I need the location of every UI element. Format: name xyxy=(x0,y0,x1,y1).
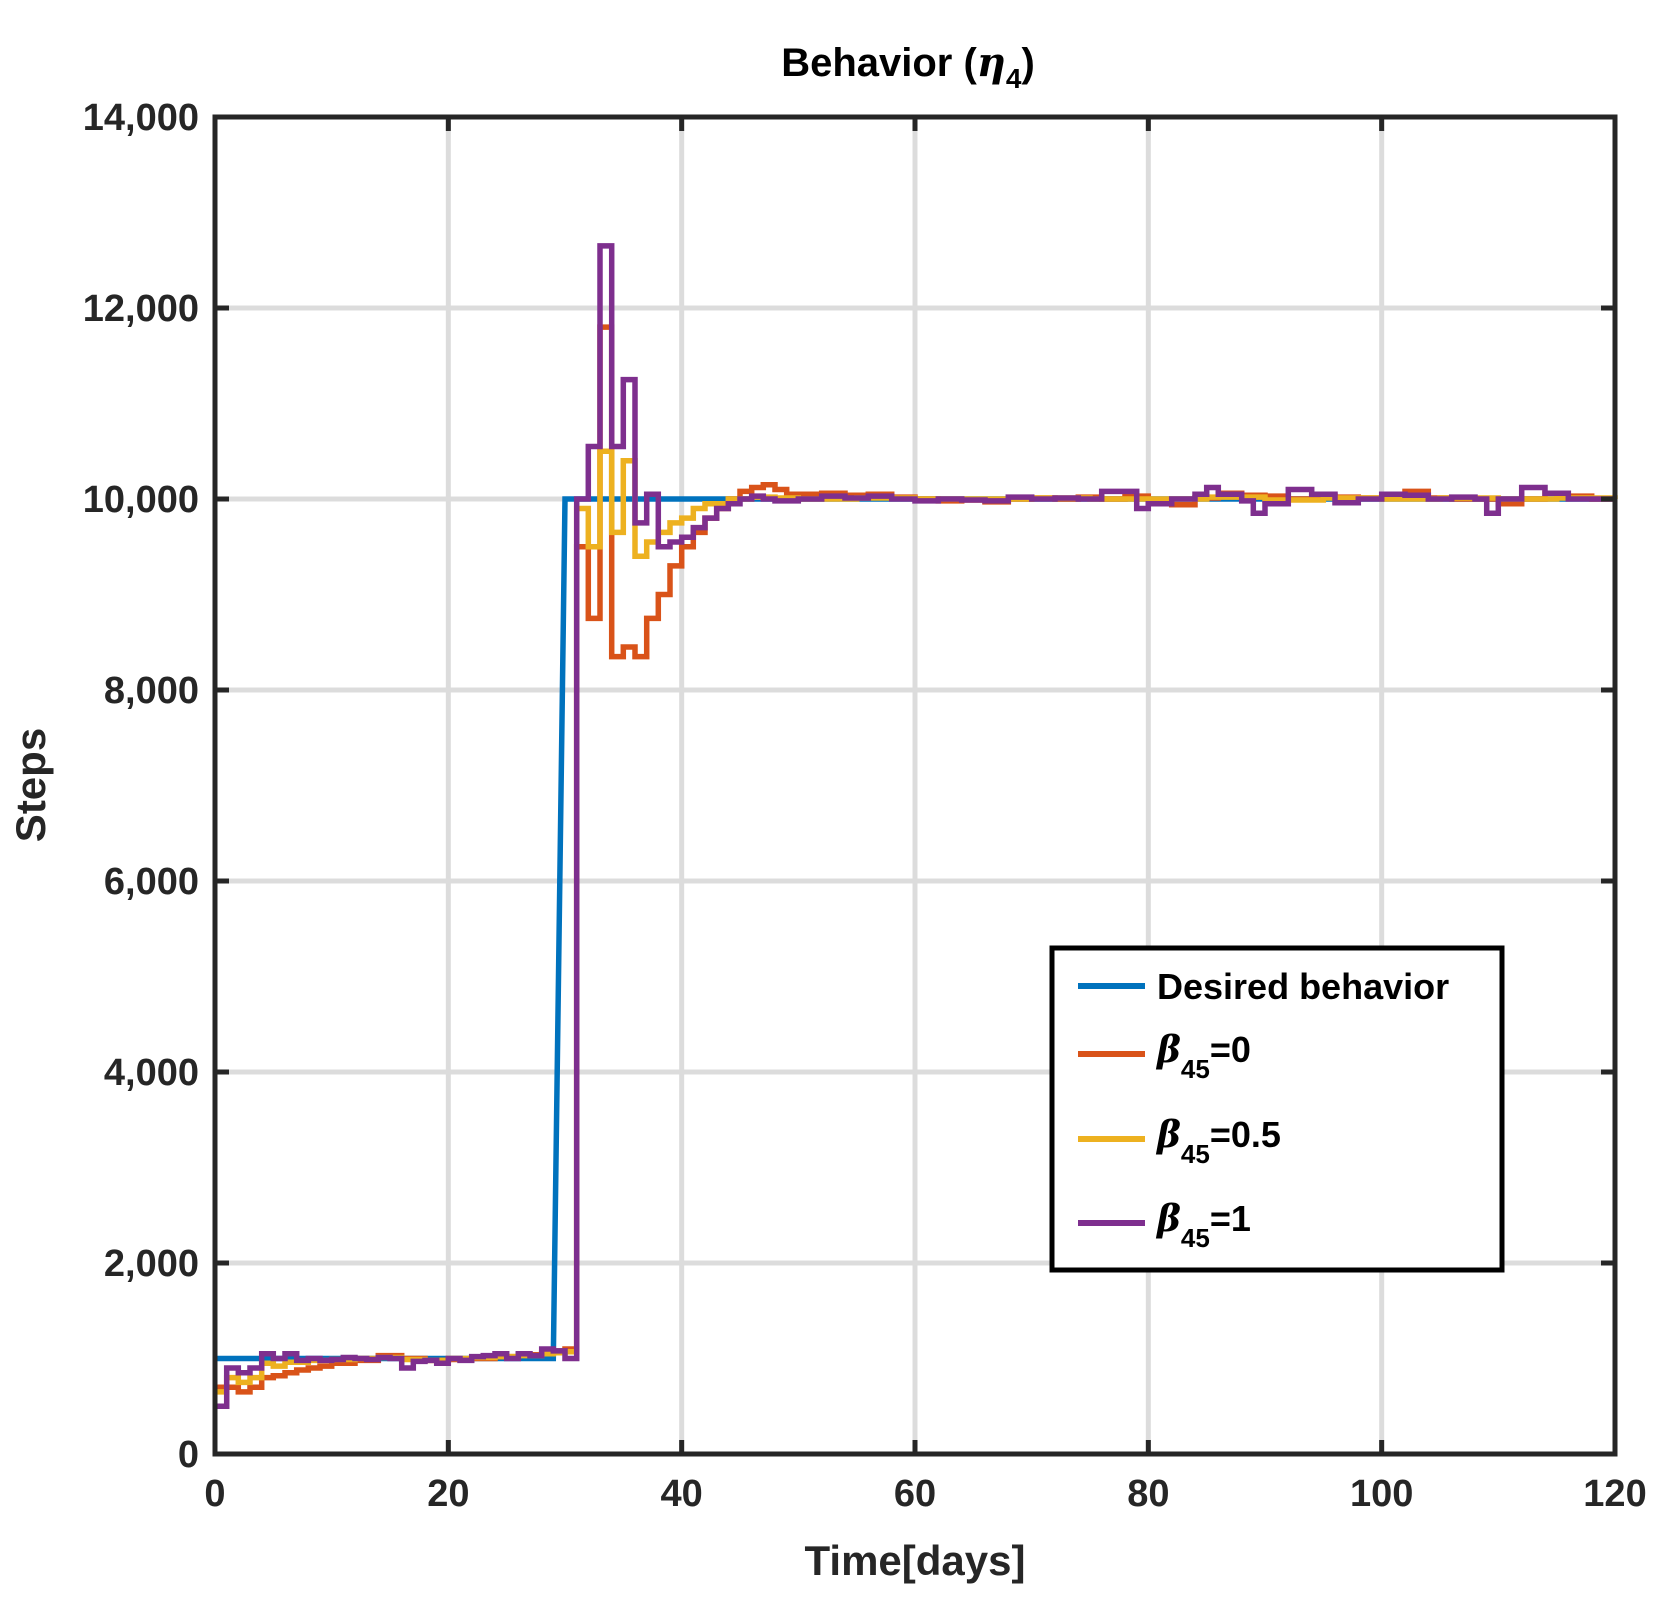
series-layer xyxy=(215,243,1618,1410)
series-beta-1 xyxy=(215,243,1615,1410)
y-tick-label: 12,000 xyxy=(83,288,199,330)
x-tick-label: 80 xyxy=(1127,1473,1169,1515)
legend-label-beta-0: β45=0 xyxy=(1155,1029,1251,1084)
x-tick-label: 120 xyxy=(1583,1473,1646,1515)
x-tick-label: 60 xyxy=(894,1473,936,1515)
y-axis-label: Steps xyxy=(7,728,54,842)
x-axis-label: Time[days] xyxy=(805,1537,1026,1584)
x-tick-label: 40 xyxy=(661,1473,703,1515)
legend-box xyxy=(1049,945,1505,1273)
legend: Desired behavior β45=0 β45=0.5 β45=1 xyxy=(1049,945,1505,1273)
y-tick-label: 4,000 xyxy=(104,1052,199,1094)
x-tick-label: 20 xyxy=(427,1473,469,1515)
y-tick-label: 8,000 xyxy=(104,670,199,712)
legend-label-beta-05: β45=0.5 xyxy=(1155,1114,1281,1169)
tick-marks xyxy=(212,114,1618,1457)
y-tick-labels: 0 2,000 4,000 6,000 8,000 10,000 12,000 14,000 xyxy=(83,97,199,1476)
legend-label-beta-1: β45=1 xyxy=(1155,1198,1251,1253)
y-tick-label: 14,000 xyxy=(83,97,199,139)
legend-label-desired: Desired behavior xyxy=(1157,966,1449,1007)
x-tick-label: 100 xyxy=(1350,1473,1413,1515)
x-tick-labels: 0 20 40 60 80 100 120 xyxy=(204,1473,1646,1515)
y-tick-label: 2,000 xyxy=(104,1243,199,1285)
chart-title: Behavior (η4) xyxy=(781,39,1035,94)
y-tick-label: 10,000 xyxy=(83,479,199,521)
y-tick-label: 0 xyxy=(178,1434,199,1476)
y-tick-label: 6,000 xyxy=(104,861,199,903)
x-tick-label: 0 xyxy=(204,1473,225,1515)
